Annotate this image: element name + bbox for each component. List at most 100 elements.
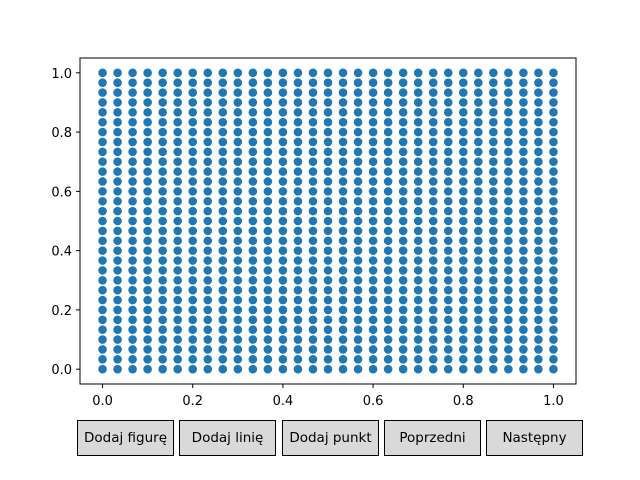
scatter-point xyxy=(113,127,122,137)
scatter-point xyxy=(128,206,137,216)
scatter-point xyxy=(504,295,513,305)
scatter-point xyxy=(113,246,122,255)
scatter-point xyxy=(534,335,543,344)
scatter-point xyxy=(368,196,378,206)
add-point-button[interactable]: Dodaj punkt xyxy=(282,420,379,456)
scatter-point xyxy=(398,305,408,315)
scatter-point xyxy=(218,266,228,275)
previous-button[interactable]: Poprzedni xyxy=(384,420,481,456)
scatter-point xyxy=(203,305,213,315)
scatter-point xyxy=(428,285,438,295)
scatter-point xyxy=(248,127,258,137)
scatter-point xyxy=(474,236,483,246)
scatter-point xyxy=(158,305,167,315)
scatter-point xyxy=(443,187,453,196)
scatter-point xyxy=(549,266,558,275)
scatter-point xyxy=(218,78,228,87)
scatter-point xyxy=(263,295,273,305)
scatter-point xyxy=(173,335,182,344)
scatter-point xyxy=(128,98,137,107)
scatter-point xyxy=(98,196,107,206)
scatter-point xyxy=(428,236,438,246)
scatter-point xyxy=(113,206,122,216)
scatter-point xyxy=(383,206,393,216)
scatter-point xyxy=(308,78,318,87)
scatter-point xyxy=(519,355,528,364)
scatter-point xyxy=(549,206,558,216)
scatter-point xyxy=(188,236,198,246)
scatter-point xyxy=(383,117,393,127)
scatter-point xyxy=(398,216,408,226)
scatter-point xyxy=(489,325,498,334)
scatter-point xyxy=(113,364,122,374)
scatter-point xyxy=(203,167,213,176)
scatter-point xyxy=(128,187,137,196)
scatter-point xyxy=(278,335,288,344)
scatter-point xyxy=(308,157,318,167)
scatter-point xyxy=(489,127,498,137)
scatter-point xyxy=(278,315,288,325)
scatter-point xyxy=(173,157,182,167)
scatter-point xyxy=(338,305,348,315)
scatter-point xyxy=(428,177,438,186)
scatter-point xyxy=(519,108,528,117)
scatter-point xyxy=(173,275,182,285)
scatter-point xyxy=(413,355,423,364)
scatter-point xyxy=(233,117,243,127)
scatter-point xyxy=(323,137,333,147)
scatter-point xyxy=(458,236,468,246)
scatter-point xyxy=(504,147,513,157)
scatter-point xyxy=(398,117,408,127)
scatter-point xyxy=(368,246,378,255)
scatter-point xyxy=(143,196,152,206)
scatter-point xyxy=(549,177,558,186)
scatter-point xyxy=(158,226,167,236)
x-tick-label: 0.0 xyxy=(92,394,113,409)
scatter-point xyxy=(549,364,558,374)
scatter-point xyxy=(474,216,483,226)
scatter-point xyxy=(368,364,378,374)
scatter-point xyxy=(398,98,408,107)
scatter-point xyxy=(534,187,543,196)
scatter-point xyxy=(98,216,107,226)
add-line-button[interactable]: Dodaj linię xyxy=(179,420,276,456)
scatter-point xyxy=(188,117,198,127)
scatter-point xyxy=(474,98,483,107)
scatter-point xyxy=(188,88,198,97)
scatter-point xyxy=(534,275,543,285)
scatter-point xyxy=(308,246,318,255)
scatter-point xyxy=(443,295,453,305)
scatter-point xyxy=(188,147,198,157)
scatter-point xyxy=(218,167,228,176)
scatter-point xyxy=(353,355,363,364)
scatter-point xyxy=(128,325,137,334)
add-figure-button[interactable]: Dodaj figurę xyxy=(77,420,174,456)
scatter-point xyxy=(383,108,393,117)
scatter-point xyxy=(293,68,303,78)
scatter-point xyxy=(263,167,273,176)
scatter-point xyxy=(519,157,528,167)
scatter-point xyxy=(368,295,378,305)
scatter-point xyxy=(278,345,288,354)
scatter-point xyxy=(278,305,288,315)
scatter-point xyxy=(323,117,333,127)
scatter-point xyxy=(383,256,393,265)
scatter-point xyxy=(203,117,213,127)
scatter-point xyxy=(248,167,258,176)
scatter-point xyxy=(173,295,182,305)
scatter-point xyxy=(173,98,182,107)
scatter-point xyxy=(188,345,198,354)
scatter-point xyxy=(428,147,438,157)
scatter-point xyxy=(143,137,152,147)
next-button[interactable]: Następny xyxy=(486,420,583,456)
scatter-point xyxy=(98,127,107,137)
scatter-point xyxy=(353,98,363,107)
scatter-point xyxy=(519,196,528,206)
scatter-point xyxy=(368,345,378,354)
scatter-point xyxy=(323,206,333,216)
scatter-point xyxy=(158,78,167,87)
scatter-point xyxy=(338,325,348,334)
scatter-point xyxy=(368,256,378,265)
scatter-point xyxy=(143,177,152,186)
scatter-point xyxy=(143,206,152,216)
